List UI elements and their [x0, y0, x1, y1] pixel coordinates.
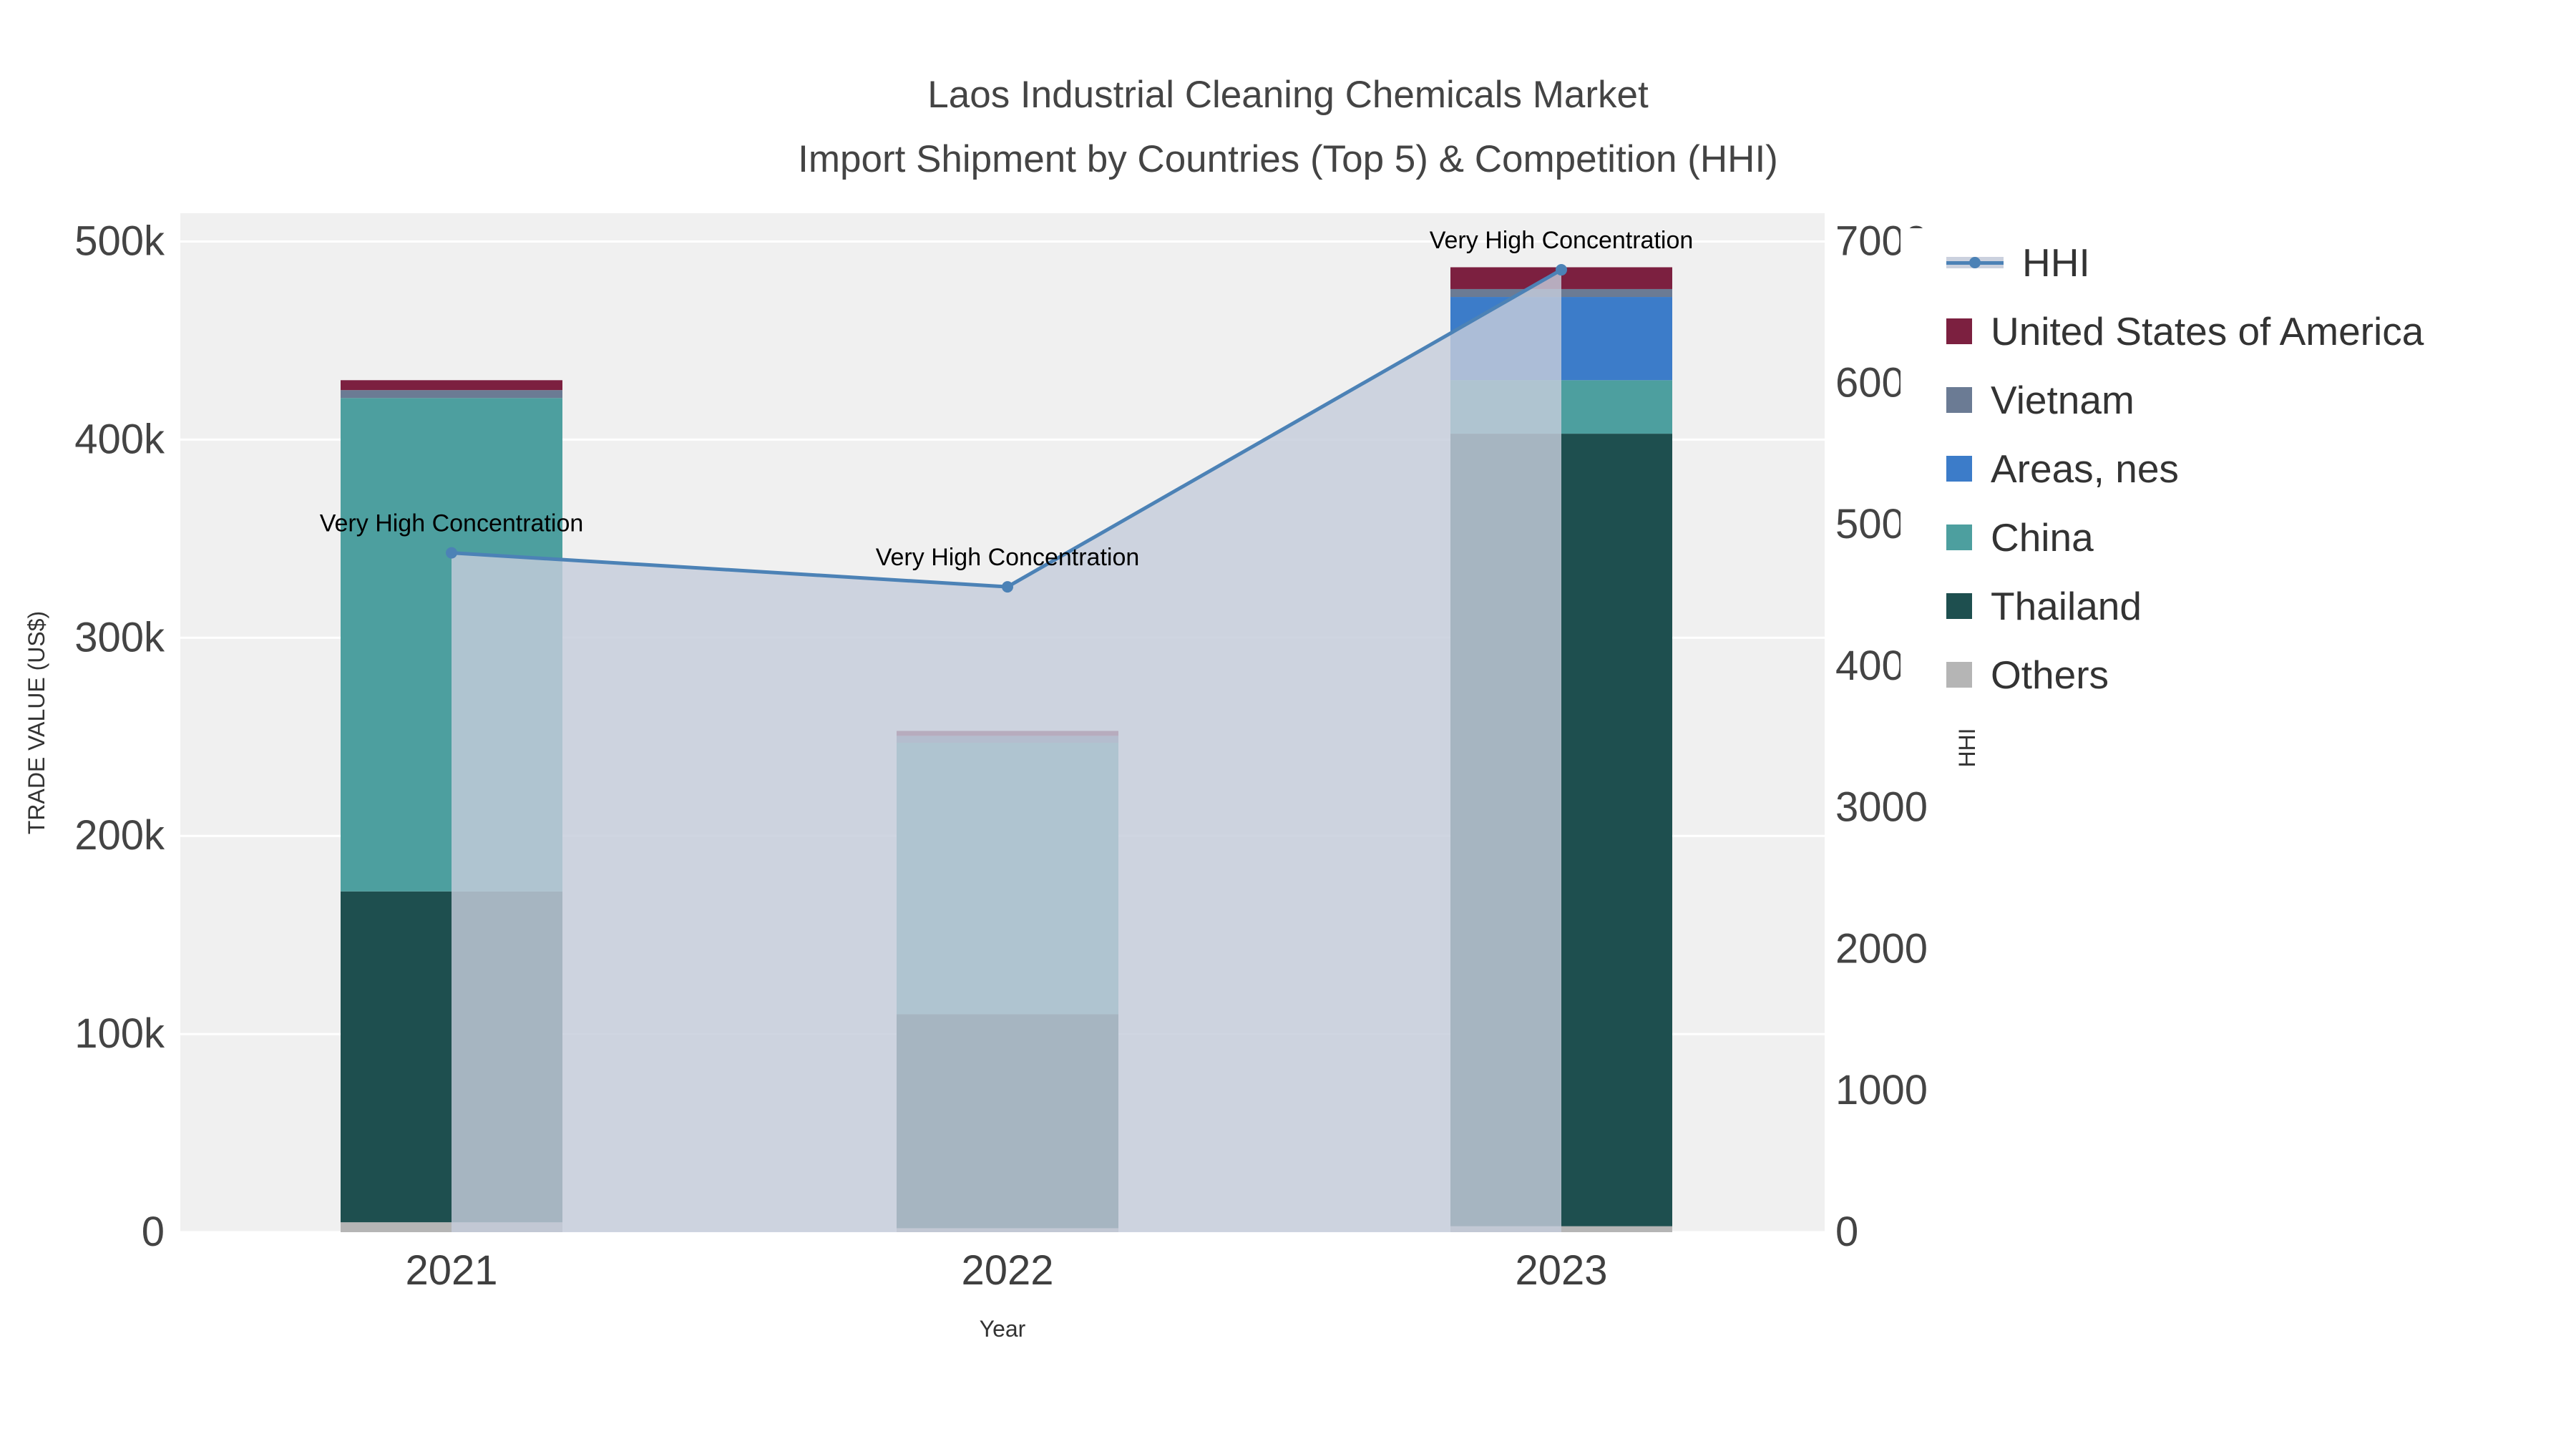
chart-title-line2: Import Shipment by Countries (Top 5) & C… — [798, 138, 1778, 180]
x-tick-2021: 2021 — [405, 1247, 497, 1294]
legend-item-areas-nes[interactable]: Areas, nes — [1946, 434, 2576, 503]
hhi-marker-2022[interactable] — [1002, 581, 1013, 593]
legend-item-thailand[interactable]: Thailand — [1946, 572, 2576, 640]
bar-segment-2021-vietnam[interactable] — [341, 390, 562, 399]
areas-nes-swatch-icon — [1946, 456, 1972, 482]
annotation-2022: Very High Concentration — [876, 544, 1140, 571]
united-states-of-america-swatch-icon — [1946, 318, 1972, 344]
y-left-tick: 200k — [74, 812, 165, 859]
thailand-swatch-icon — [1946, 593, 1972, 619]
hhi-area-fill — [452, 270, 1561, 1232]
y-right-tick: 1000 — [1835, 1067, 1928, 1113]
bar-segment-2021-united-states-of-america[interactable] — [341, 380, 562, 391]
vietnam-swatch-icon — [1946, 387, 1972, 413]
hhi-marker-2023[interactable] — [1556, 264, 1567, 276]
y-left-tick: 0 — [142, 1209, 165, 1255]
y-right-tick: 3000 — [1835, 784, 1928, 831]
x-axis-title: Year — [980, 1316, 1026, 1342]
legend-label-hhi: HHI — [2022, 240, 2090, 285]
chart-legend: HHI United States of America Vietnam Areas,… — [1901, 228, 2576, 709]
legend-label-others: Others — [1991, 653, 2109, 697]
hhi-marker-2021[interactable] — [446, 547, 457, 559]
legend-item-china[interactable]: China — [1946, 503, 2576, 572]
legend-label-united-states-of-america: United States of America — [1991, 309, 2424, 353]
others-swatch-icon — [1946, 662, 1972, 688]
y-left-tick: 300k — [74, 614, 165, 660]
y-left-tick: 100k — [74, 1010, 165, 1057]
legend-item-vietnam[interactable]: Vietnam — [1946, 366, 2576, 434]
chart-title-line1: Laos Industrial Cleaning Chemicals Marke… — [927, 74, 1649, 116]
y-left-axis-title: TRADE VALUE (US$) — [24, 611, 49, 834]
annotation-2021: Very High Concentration — [320, 510, 584, 537]
legend-item-hhi[interactable]: HHI — [1946, 228, 2576, 297]
hhi-line-marker-icon — [1946, 250, 2004, 275]
legend-label-areas-nes: Areas, nes — [1991, 447, 2179, 491]
y-left-tick: 400k — [74, 416, 165, 462]
x-tick-2022: 2022 — [961, 1247, 1053, 1294]
chart-title: Laos Industrial Cleaning Chemicals Marke… — [0, 63, 2576, 192]
annotation-2023: Very High Concentration — [1430, 227, 1694, 254]
y-left-tick: 500k — [74, 218, 165, 265]
legend-label-thailand: Thailand — [1991, 584, 2142, 628]
legend-item-others[interactable]: Others — [1946, 640, 2576, 709]
y-right-tick: 2000 — [1835, 925, 1928, 972]
x-tick-2023: 2023 — [1515, 1247, 1607, 1294]
y-right-tick: 0 — [1835, 1209, 1858, 1255]
china-swatch-icon — [1946, 525, 1972, 550]
legend-label-vietnam: Vietnam — [1991, 378, 2135, 422]
legend-label-china: China — [1991, 515, 2094, 560]
y-right-axis-title: HHI — [1954, 728, 1980, 767]
legend-item-united-states-of-america[interactable]: United States of America — [1946, 297, 2576, 366]
